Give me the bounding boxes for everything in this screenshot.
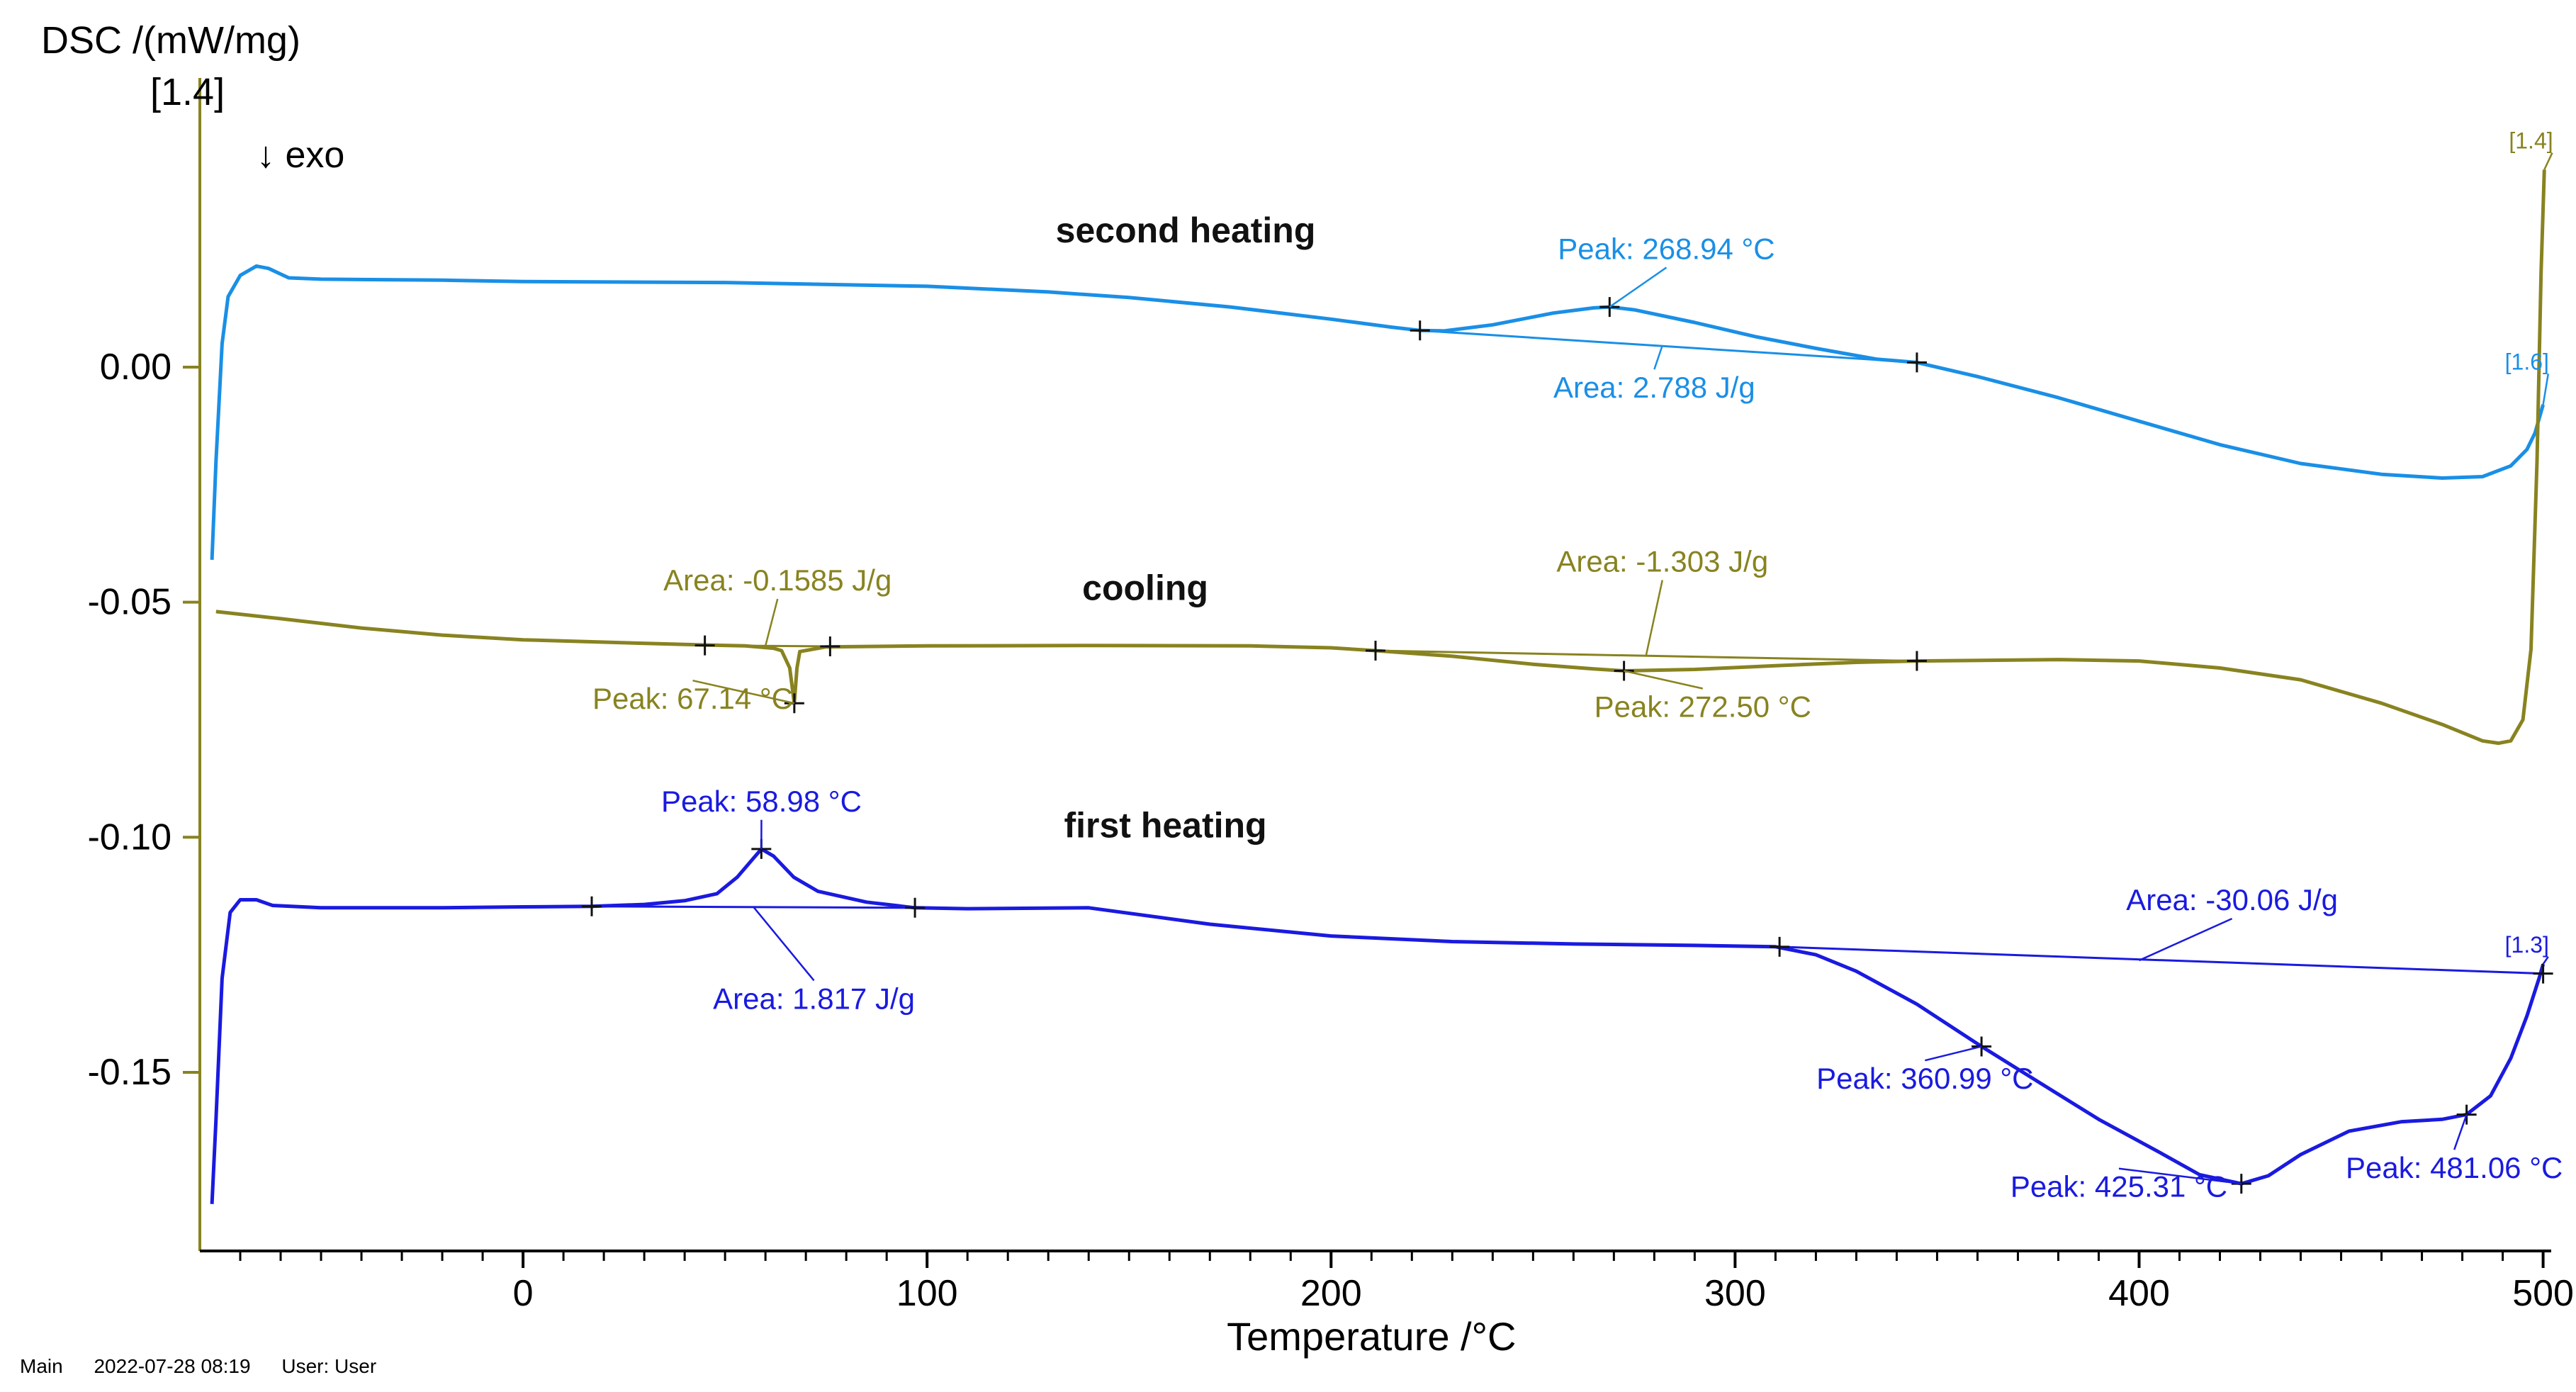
marker-cooling	[694, 635, 715, 656]
annotation-label: Area: 2.788 J/g	[1553, 371, 1755, 404]
annotation-leader	[753, 906, 815, 982]
x-tick-label: 500	[2512, 1273, 2574, 1314]
series-title-cooling: cooling	[1082, 568, 1208, 607]
marker-first-heating	[2456, 1104, 2477, 1125]
baseline-first-heating	[1779, 945, 2543, 975]
markers	[582, 297, 2553, 1194]
series-title-first-heating: first heating	[1064, 805, 1266, 845]
exo-indicator: ↓ exo	[257, 135, 344, 176]
baseline-cooling	[1375, 649, 1917, 663]
y-tick-label: -0.05	[87, 582, 171, 623]
marker-cooling	[1906, 651, 1927, 671]
series-line-first-heating	[210, 847, 2546, 1204]
marker-cooling	[1366, 640, 1385, 661]
x-tick-label: 300	[1704, 1273, 1766, 1314]
annotation-leader	[1609, 266, 1667, 308]
labels: DSC /(mW/mg) [1.4] Temperature /°C ↓ exo sec…	[41, 19, 1516, 1359]
y-axis-title: DSC /(mW/mg)	[41, 19, 300, 62]
annotation-leader	[1645, 580, 1663, 656]
baseline-second-heating	[1419, 329, 1918, 364]
footer-timestamp: 2022-07-28 08:19	[94, 1355, 251, 1377]
annotation-leader	[692, 679, 795, 705]
marker-first-heating	[1972, 1036, 1992, 1057]
y-axis-scale: [1.4]	[150, 71, 225, 113]
footer-segment: Main	[20, 1355, 63, 1377]
series-lines	[210, 169, 2546, 1204]
axes: 0.00 -0.05 -0.10 -0.15 0 100 200 300 400 500	[87, 78, 2574, 1314]
annotation-leader	[1624, 670, 1704, 690]
annotation-label: Peak: 481.06 °C	[2346, 1151, 2563, 1184]
series-title-second-heating: second heating	[1056, 211, 1316, 250]
annotation-label: Area: -30.06 J/g	[2126, 883, 2338, 916]
annotation-label: Peak: 272.50 °C	[1594, 690, 1811, 723]
x-tick-label: 100	[896, 1273, 958, 1314]
marker-cooling	[784, 693, 804, 714]
footer: Main 2022-07-28 08:19 User: User	[20, 1355, 402, 1378]
x-tick-label: 200	[1300, 1273, 1362, 1314]
corner-tag-label: [1.4]	[2509, 128, 2553, 154]
y-tick-label: -0.10	[87, 816, 171, 858]
corner-tag-label: [1.3]	[2505, 932, 2549, 958]
x-tick-label: 400	[2108, 1273, 2170, 1314]
annotation-leader	[2453, 1114, 2468, 1150]
annotations: Peak: 268.94 °C Area: 2.788 J/g Area: -0.1…	[592, 128, 2563, 1203]
series-line-second-heating	[210, 264, 2546, 561]
marker-first-heating	[582, 896, 602, 916]
corner-tag-label: [1.6]	[2505, 349, 2549, 374]
x-tick-label: 0	[513, 1273, 534, 1314]
y-tick-label: 0.00	[100, 347, 171, 388]
annotation-leader	[764, 598, 779, 646]
annotation-label: Area: -0.1585 J/g	[663, 563, 892, 597]
annotation-label: Peak: 268.94 °C	[1558, 232, 1774, 265]
marker-second-heating	[1906, 352, 1927, 373]
baselines	[591, 329, 2543, 975]
marker-first-heating	[905, 897, 926, 918]
marker-first-heating	[2533, 963, 2553, 984]
annotation-label: Peak: 360.99 °C	[1816, 1062, 2033, 1095]
annotation-leader	[2118, 1167, 2242, 1185]
y-tick-label: -0.15	[87, 1052, 171, 1093]
marker-cooling	[820, 636, 840, 656]
corner-tag-leader	[2542, 374, 2550, 405]
annotation-label: Peak: 58.98 °C	[661, 785, 862, 818]
marker-cooling	[1614, 661, 1634, 681]
annotation-label: Peak: 67.14 °C	[592, 682, 793, 715]
x-axis-title: Temperature /°C	[1227, 1314, 1516, 1359]
annotation-leader	[1925, 1045, 1982, 1062]
marker-first-heating	[1770, 936, 1790, 957]
footer-user: User: User	[281, 1355, 377, 1377]
annotation-leader	[2138, 917, 2233, 962]
annotation-label: Area: 1.817 J/g	[713, 982, 915, 1015]
corner-tag-leader	[2543, 152, 2553, 170]
annotation-leader	[1653, 345, 1663, 370]
marker-second-heating	[1410, 320, 1430, 341]
series-line-cooling	[215, 169, 2546, 746]
corner-tag-leader	[2542, 956, 2549, 965]
annotation-label: Area: -1.303 J/g	[1556, 545, 1768, 578]
annotation-label: Peak: 425.31 °C	[2010, 1170, 2227, 1203]
